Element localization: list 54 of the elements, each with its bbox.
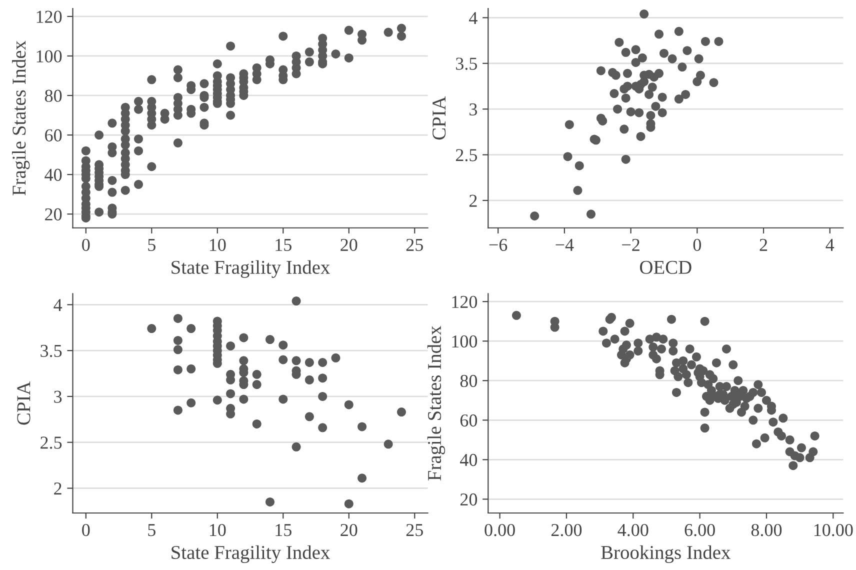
x-tick-label: 15: [276, 238, 292, 251]
y-tick-label: 40: [460, 454, 478, 466]
y-tick-label: 120: [452, 296, 478, 308]
y-tick-label: 3.5: [40, 344, 62, 358]
y-tick-label: 120: [36, 10, 62, 23]
x-tick-label: 6.00: [684, 524, 715, 536]
x-tick-label: 10.00: [814, 524, 853, 536]
y-axis-title: Fragile States Index: [12, 40, 30, 196]
y-tick-label: 40: [44, 168, 62, 181]
y-tick-label: 3.5: [456, 58, 478, 70]
x-tick-label: 20: [340, 238, 358, 251]
y-tick-label: 80: [44, 90, 62, 102]
y-tick-label: 60: [45, 129, 62, 142]
x-tick-label: 0: [82, 524, 90, 536]
y-tick-label: 4: [54, 299, 62, 311]
y-axis-title: CPIA: [432, 96, 446, 140]
y-tick-label: 2.5: [40, 436, 62, 449]
y-tick-label: 80: [460, 374, 478, 388]
x-tick-label: 10: [210, 524, 226, 536]
x-tick-label: 0: [82, 238, 90, 251]
y-tick-label: 100: [36, 50, 62, 62]
x-axis-title: State Fragility Index: [172, 545, 330, 564]
x-tick-label: 25: [406, 524, 423, 536]
y-tick-label: 20: [45, 208, 62, 220]
y-axis-title: CPIA: [17, 381, 30, 425]
x-tick-label: 2.00: [551, 524, 582, 536]
x-tick-label: 2: [760, 238, 768, 251]
x-tick-label: 5: [148, 524, 156, 536]
x-tick-label: 15: [276, 524, 292, 536]
x-tick-label: 4.00: [618, 524, 648, 536]
x-axis-title: State Fragility Index: [172, 260, 330, 278]
y-tick-label: 20: [460, 493, 478, 506]
x-tick-label: 0.00: [484, 524, 515, 536]
x-tick-label: 5: [148, 239, 156, 251]
x-tick-label: 4: [826, 238, 834, 251]
x-tick-label: 10: [210, 238, 226, 251]
x-tick-label: 20: [340, 524, 358, 536]
y-tick-label: 60: [460, 414, 478, 427]
x-tick-label: 25: [406, 238, 423, 251]
y-tick-label: 3: [470, 103, 478, 116]
y-tick-label: 2: [469, 194, 477, 207]
y-tick-label: 4: [469, 12, 478, 24]
x-tick-label: −6: [489, 238, 508, 251]
x-axis-title: OECD: [640, 260, 692, 274]
x-axis-title: Brookings Index: [601, 545, 730, 564]
x-tick-label: −4: [556, 238, 574, 251]
x-tick-label: −2: [622, 238, 640, 251]
x-tick-label: 0: [693, 238, 701, 251]
y-tick-label: 2.5: [456, 149, 478, 162]
y-tick-label: 2: [54, 482, 62, 494]
y-tick-label: 100: [452, 335, 478, 348]
y-tick-label: 3: [54, 390, 62, 403]
x-tick-label: 8.00: [751, 524, 782, 536]
y-axis-title: Fragile States Index: [427, 326, 446, 481]
